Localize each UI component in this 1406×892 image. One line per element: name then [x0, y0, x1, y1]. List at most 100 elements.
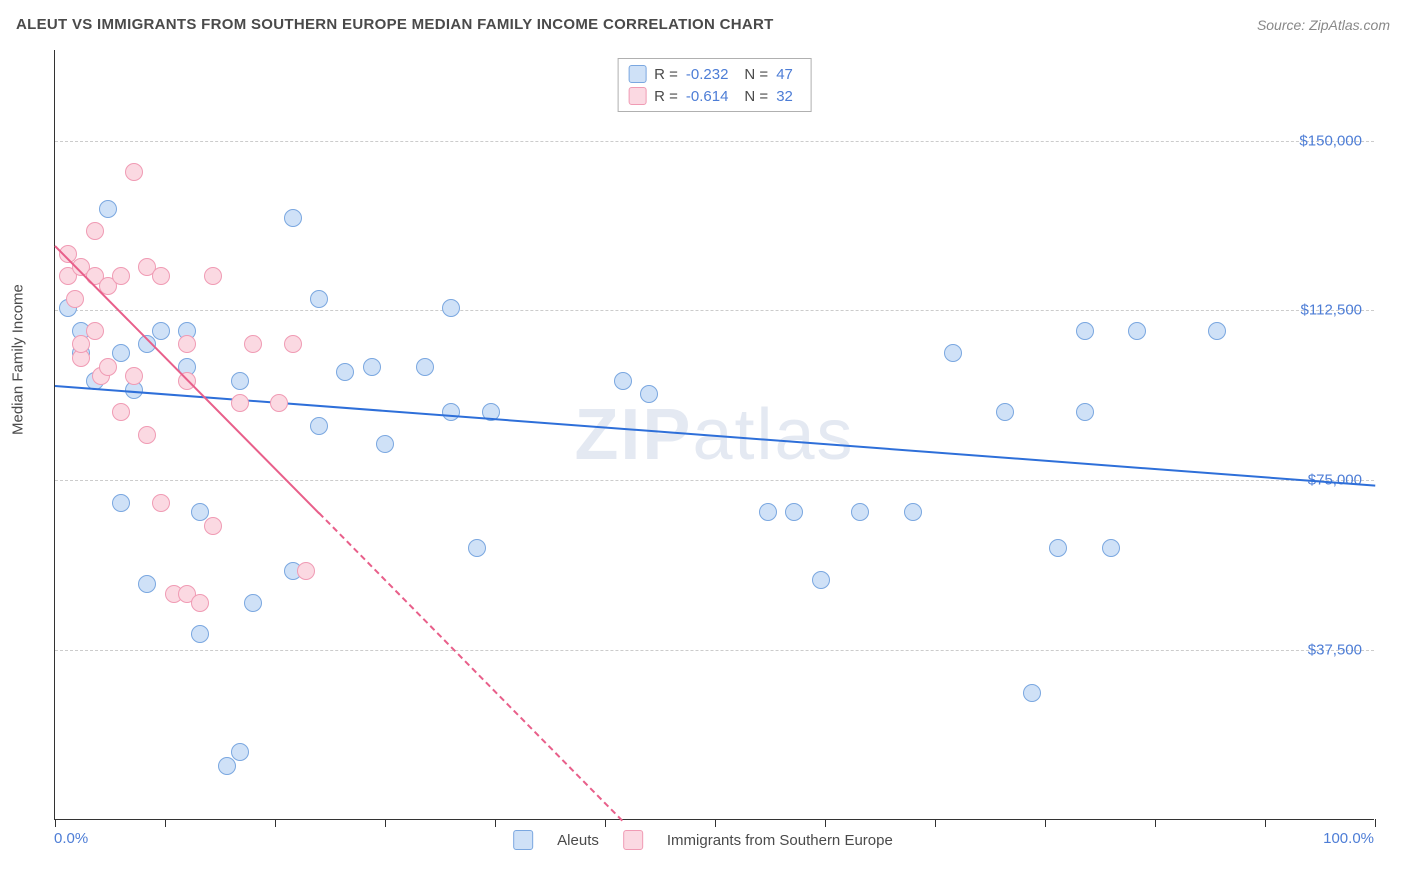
scatter-point: [138, 575, 156, 593]
scatter-point: [204, 267, 222, 285]
scatter-point: [231, 394, 249, 412]
x-tick: [825, 819, 826, 827]
scatter-point: [152, 322, 170, 340]
scatter-point: [138, 426, 156, 444]
scatter-chart: ZIPatlas R =-0.232N =47R =-0.614N =32 $3…: [54, 50, 1374, 820]
scatter-point: [944, 344, 962, 362]
scatter-point: [310, 290, 328, 308]
scatter-point: [904, 503, 922, 521]
n-value: 47: [776, 66, 793, 83]
scatter-point: [336, 363, 354, 381]
x-tick: [605, 819, 606, 827]
scatter-point: [363, 358, 381, 376]
scatter-point: [284, 335, 302, 353]
gridline: [55, 480, 1374, 481]
legend-swatch-icon: [623, 830, 643, 850]
x-axis-min-label: 0.0%: [54, 830, 88, 847]
scatter-point: [191, 594, 209, 612]
legend-swatch-icon: [628, 87, 646, 105]
scatter-point: [191, 625, 209, 643]
scatter-point: [442, 299, 460, 317]
legend-label: Immigrants from Southern Europe: [667, 832, 893, 849]
scatter-point: [125, 367, 143, 385]
scatter-point: [86, 222, 104, 240]
scatter-point: [284, 209, 302, 227]
x-tick: [935, 819, 936, 827]
x-tick: [385, 819, 386, 827]
title-bar: ALEUT VS IMMIGRANTS FROM SOUTHERN EUROPE…: [16, 16, 1390, 33]
scatter-point: [112, 267, 130, 285]
scatter-point: [152, 494, 170, 512]
trend-line: [55, 385, 1375, 487]
x-tick: [1265, 819, 1266, 827]
scatter-point: [204, 517, 222, 535]
y-tick-label: $37,500: [1308, 642, 1362, 659]
r-value: -0.614: [686, 88, 729, 105]
scatter-point: [218, 757, 236, 775]
n-label: N =: [744, 88, 768, 105]
x-tick: [275, 819, 276, 827]
gridline: [55, 310, 1374, 311]
n-label: N =: [744, 66, 768, 83]
scatter-point: [112, 344, 130, 362]
scatter-point: [376, 435, 394, 453]
chart-title: ALEUT VS IMMIGRANTS FROM SOUTHERN EUROPE…: [16, 16, 774, 33]
x-tick: [165, 819, 166, 827]
x-axis-max-label: 100.0%: [1323, 830, 1374, 847]
scatter-point: [72, 335, 90, 353]
r-label: R =: [654, 88, 678, 105]
series-legend: Aleuts Immigrants from Southern Europe: [513, 830, 893, 850]
scatter-point: [1049, 539, 1067, 557]
scatter-point: [416, 358, 434, 376]
legend-swatch-icon: [513, 830, 533, 850]
scatter-point: [99, 358, 117, 376]
correlation-stats-box: R = -0.232 N = 47 R = -0.614 N = 32: [617, 58, 812, 112]
x-tick: [495, 819, 496, 827]
scatter-point: [244, 335, 262, 353]
scatter-point: [785, 503, 803, 521]
scatter-point: [996, 403, 1014, 421]
scatter-point: [112, 403, 130, 421]
scatter-point: [152, 267, 170, 285]
legend-label: Aleuts: [557, 832, 599, 849]
gridline: [55, 650, 1374, 651]
scatter-point: [231, 743, 249, 761]
y-axis-title: Median Family Income: [10, 284, 27, 435]
legend-swatch-icon: [628, 65, 646, 83]
n-value: 32: [776, 88, 793, 105]
stats-row: R = -0.614 N = 32: [628, 85, 801, 107]
scatter-point: [851, 503, 869, 521]
scatter-point: [640, 385, 658, 403]
scatter-point: [812, 571, 830, 589]
scatter-point: [1102, 539, 1120, 557]
trend-line: [318, 512, 623, 821]
scatter-point: [86, 322, 104, 340]
scatter-point: [759, 503, 777, 521]
scatter-point: [1208, 322, 1226, 340]
r-label: R =: [654, 66, 678, 83]
scatter-point: [468, 539, 486, 557]
r-value: -0.232: [686, 66, 729, 83]
y-tick-label: $150,000: [1299, 132, 1362, 149]
scatter-point: [614, 372, 632, 390]
y-tick-label: $112,500: [1301, 302, 1362, 319]
x-tick: [1045, 819, 1046, 827]
x-tick: [715, 819, 716, 827]
scatter-point: [125, 163, 143, 181]
scatter-point: [442, 403, 460, 421]
scatter-point: [99, 200, 117, 218]
scatter-point: [310, 417, 328, 435]
scatter-point: [1076, 403, 1094, 421]
scatter-point: [1023, 684, 1041, 702]
scatter-point: [178, 335, 196, 353]
x-tick: [55, 819, 56, 827]
scatter-point: [231, 372, 249, 390]
stats-row: R = -0.232 N = 47: [628, 63, 801, 85]
scatter-point: [1128, 322, 1146, 340]
scatter-point: [244, 594, 262, 612]
scatter-point: [66, 290, 84, 308]
scatter-point: [1076, 322, 1094, 340]
scatter-point: [270, 394, 288, 412]
x-tick: [1155, 819, 1156, 827]
gridline: [55, 141, 1374, 142]
